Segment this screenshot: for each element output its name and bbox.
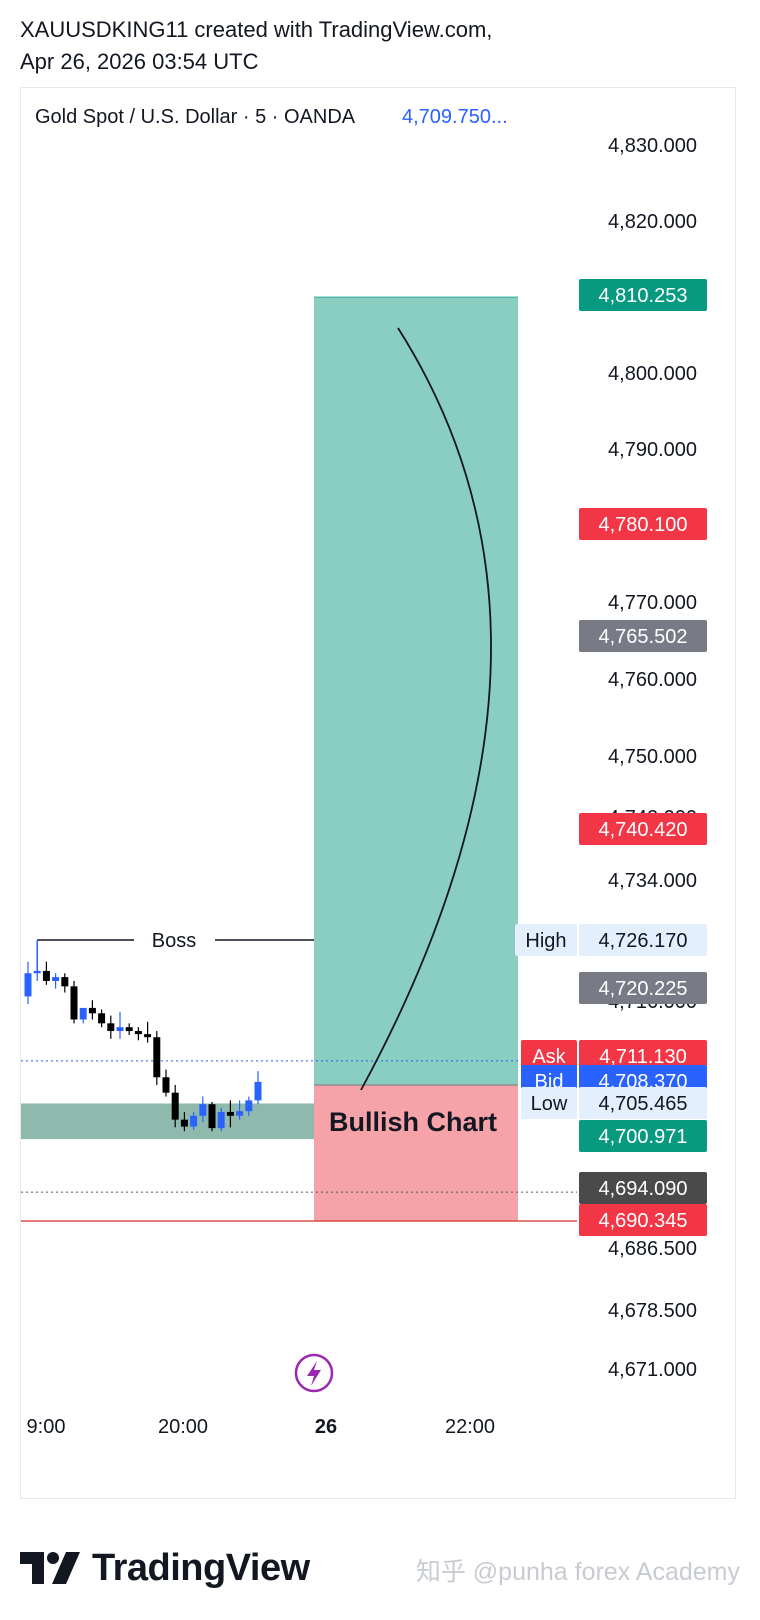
candle-body[interactable] (144, 1034, 152, 1038)
candle-body[interactable] (61, 977, 69, 987)
y-tick-label: 4,734.000 (608, 870, 697, 892)
price-tag-bg (521, 1040, 577, 1072)
y-tick-label: 4,760.000 (608, 669, 697, 691)
price-label-bg (579, 1172, 707, 1204)
price-label: 4,720.225 (599, 978, 688, 1000)
price-label-bg (579, 924, 707, 956)
candle-body[interactable] (107, 1023, 115, 1032)
stop-loss-area[interactable] (314, 1084, 518, 1221)
chart-panel[interactable]: 4,830.000 4,820.000 4,800.000 4,790.000 4,77… (20, 87, 736, 1499)
price-tag-bg (521, 1087, 577, 1119)
price-label-bg (579, 813, 707, 845)
candle-body[interactable] (125, 1027, 133, 1032)
price-tag-low: Low (531, 1093, 568, 1115)
price-chart[interactable]: 4,830.000 4,820.000 4,800.000 4,790.000 4,77… (21, 88, 735, 1498)
price-label: 4,711.130 (599, 1046, 687, 1068)
candle-body[interactable] (190, 1115, 198, 1127)
candle-body[interactable] (33, 970, 41, 974)
price-label: 4,690.345 (599, 1210, 688, 1232)
y-tick-label: 4,671.000 (608, 1359, 697, 1381)
footer: TradingView 知乎 @punha forex Academy (20, 1538, 740, 1598)
candle-body[interactable] (171, 1092, 179, 1120)
tradingview-brand: TradingView (92, 1546, 310, 1589)
price-label-bg (579, 508, 707, 540)
lightning-icon[interactable] (294, 1353, 334, 1393)
boss-label: Boss (152, 930, 196, 952)
price-label-bg (579, 1040, 707, 1072)
candle-body[interactable] (236, 1111, 244, 1116)
candle-body[interactable] (254, 1081, 262, 1101)
price-label: 4,810.253 (599, 285, 688, 307)
last-price-text: 4,709.750... (402, 106, 508, 128)
tradingview-logo[interactable]: TradingView (20, 1538, 310, 1598)
candle-body[interactable] (162, 1077, 170, 1093)
price-label-bg (579, 972, 707, 1004)
price-label-bg (579, 1120, 707, 1152)
candle-body[interactable] (98, 1013, 106, 1024)
candle-body[interactable] (88, 1007, 96, 1014)
candle-body[interactable] (79, 1007, 87, 1020)
price-label: 4,780.100 (599, 514, 688, 536)
y-tick-label: 4,830.000 (608, 135, 697, 157)
price-label-bg (579, 279, 707, 311)
x-tick-label: 26 (315, 1416, 337, 1438)
candle-body[interactable] (226, 1111, 234, 1116)
y-tick-label: 4,686.500 (608, 1238, 697, 1260)
y-tick-label: 4,790.000 (608, 439, 697, 461)
candle-body[interactable] (153, 1037, 161, 1078)
price-tag-bg (515, 924, 577, 956)
price-label: 4,700.971 (599, 1126, 688, 1148)
candle-body[interactable] (208, 1104, 216, 1129)
price-tag-ask: Ask (532, 1046, 566, 1068)
price-label: 4,726.170 (599, 930, 688, 952)
x-tick-label: 22:00 (445, 1416, 495, 1438)
candle-body[interactable] (217, 1111, 225, 1129)
symbol-title: Gold Spot / U.S. Dollar · 5 · OANDA (35, 106, 356, 128)
price-label-bg (579, 1204, 707, 1236)
y-tick-label: 4,770.000 (608, 592, 697, 614)
y-tick-label: 4,750.000 (608, 746, 697, 768)
candle-body[interactable] (199, 1104, 207, 1116)
x-tick-label: 20:00 (158, 1416, 208, 1438)
author-line: XAUUSDKING11 created with TradingView.co… (20, 17, 493, 42)
price-label: 4,694.090 (599, 1178, 688, 1200)
candle-body[interactable] (24, 973, 32, 997)
price-label-bg (579, 1087, 707, 1119)
candle-body[interactable] (70, 986, 78, 1020)
candle-body[interactable] (52, 977, 60, 981)
zone-label: Bullish Chart (329, 1107, 497, 1137)
y-tick-label: 4,678.500 (608, 1300, 697, 1322)
take-profit-area[interactable] (314, 297, 518, 1085)
price-label: 4,740.420 (599, 819, 688, 841)
curve-line (360, 327, 492, 1091)
tradingview-logo-icon (20, 1552, 80, 1584)
price-label-bg (579, 620, 707, 652)
lightning-icon-glyph (307, 1361, 321, 1386)
candle-body[interactable] (42, 970, 50, 981)
chart-header: XAUUSDKING11 created with TradingView.co… (20, 14, 492, 78)
candle-body[interactable] (180, 1119, 188, 1127)
candle-body[interactable] (116, 1027, 124, 1032)
y-tick-label: 4,820.000 (608, 211, 697, 233)
candle-body[interactable] (134, 1031, 142, 1035)
price-label: 4,765.502 (599, 626, 688, 648)
watermark: 知乎 @punha forex Academy (415, 1558, 740, 1586)
price-label: 4,705.465 (599, 1093, 688, 1115)
price-tag-high: High (525, 930, 566, 952)
y-tick-label: 4,800.000 (608, 363, 697, 385)
candle-body[interactable] (245, 1100, 253, 1112)
x-tick-label: 9:00 (27, 1416, 66, 1438)
date-line: Apr 26, 2026 03:54 UTC (20, 49, 259, 74)
